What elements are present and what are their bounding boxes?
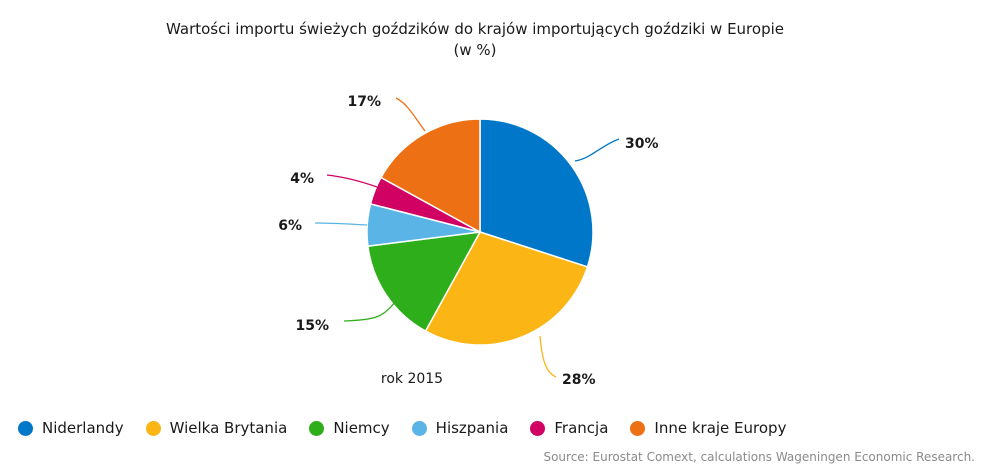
- leader-line: [395, 97, 426, 132]
- leader-line: [343, 301, 396, 322]
- pie-slice-niemcy: [367, 231, 482, 333]
- data-label: 6%: [278, 218, 302, 234]
- legend-item: Niemcy: [309, 419, 390, 437]
- legend-item: Hiszpania: [411, 419, 509, 437]
- chart-legend: Niderlandy Wielka Brytania Niemcy Hiszpania…: [18, 417, 808, 439]
- legend-label: Wielka Brytania: [169, 419, 288, 437]
- legend-label: Niemcy: [333, 419, 390, 437]
- legend-swatch: [630, 420, 646, 436]
- pie-slice-wielka-brytania: [424, 231, 589, 346]
- data-label: 17%: [347, 94, 381, 110]
- legend-item: Inne kraje Europy: [630, 419, 786, 437]
- legend-item: Wielka Brytania: [145, 419, 288, 437]
- source-note: Source: Eurostat Comext, calculations Wa…: [543, 450, 975, 464]
- chart-title: Wartości importu świeżych goździków do k…: [166, 20, 784, 38]
- leader-line: [326, 174, 378, 188]
- chart-annotation: rok 2015: [381, 371, 443, 387]
- legend-label: Inne kraje Europy: [654, 419, 787, 437]
- leader-line: [574, 138, 620, 162]
- data-label: 4%: [290, 171, 314, 187]
- legend-label: Niderlandy: [42, 419, 124, 437]
- legend-label: Hiszpania: [435, 419, 509, 437]
- legend-label: Francja: [554, 419, 609, 437]
- pie-slice-niderlandy: [479, 118, 594, 268]
- legend-item: Francja: [530, 419, 608, 437]
- legend-swatch: [309, 420, 325, 436]
- legend-item: Niderlandy: [18, 419, 124, 437]
- data-label: 30%: [625, 136, 659, 152]
- legend-swatch: [18, 420, 33, 436]
- legend-swatch: [411, 420, 427, 436]
- chart-title-block: Wartości importu świeżych goździków do k…: [0, 19, 950, 61]
- leader-line: [314, 222, 368, 226]
- chart-subtitle: (w %): [453, 41, 497, 59]
- pie-slice-inne-kraje-europy: [379, 118, 481, 234]
- legend-swatch: [530, 420, 546, 436]
- data-label: 28%: [562, 372, 596, 388]
- leader-line: [539, 335, 557, 378]
- data-label: 15%: [295, 318, 329, 334]
- legend-swatch: [145, 420, 161, 436]
